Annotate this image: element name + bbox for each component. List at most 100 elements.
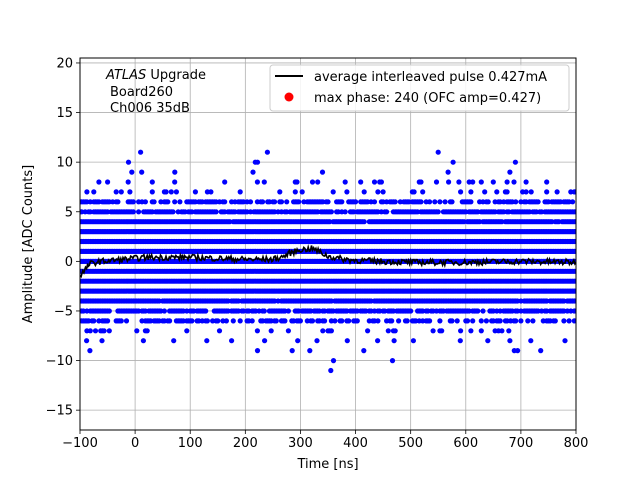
sample-point xyxy=(361,219,367,225)
sample-point-outlier xyxy=(328,367,334,374)
sample-point xyxy=(168,189,174,195)
sample-point xyxy=(573,288,576,294)
sample-point xyxy=(87,328,93,334)
sample-point xyxy=(458,328,464,334)
y-tick-label: 0 xyxy=(65,255,73,270)
sample-point xyxy=(273,318,279,324)
sample-point xyxy=(277,189,283,195)
annotation-line-1: ATLAS Upgrade xyxy=(105,68,206,83)
sample-point xyxy=(261,179,267,185)
y-tick-label: −10 xyxy=(46,354,73,369)
sample-point xyxy=(468,199,474,205)
sample-point-outlier xyxy=(139,169,145,175)
sample-point xyxy=(483,318,489,324)
sample-point xyxy=(504,179,510,185)
sample-point xyxy=(142,199,148,205)
sample-point xyxy=(106,328,112,334)
sample-point xyxy=(261,308,267,314)
sample-point xyxy=(249,318,255,324)
sample-point xyxy=(497,318,503,324)
sample-point-outlier xyxy=(457,338,463,344)
sample-point xyxy=(96,179,102,185)
sample-point xyxy=(325,199,331,205)
sample-point-outlier xyxy=(138,149,144,155)
sample-point-outlier xyxy=(99,338,105,344)
sample-point xyxy=(223,318,229,324)
sample-point xyxy=(433,179,440,185)
sample-point-outlier xyxy=(562,338,568,344)
sample-point-outlier xyxy=(512,159,519,165)
y-tick-label: 5 xyxy=(65,205,73,220)
sample-point xyxy=(523,189,529,195)
sample-point xyxy=(123,318,130,324)
sample-point xyxy=(378,179,384,185)
sample-point-outlier xyxy=(229,338,235,344)
sample-point xyxy=(215,318,221,324)
sample-point-outlier xyxy=(391,338,397,344)
sample-point xyxy=(511,179,517,185)
sample-point xyxy=(475,308,481,314)
sample-point-outlier xyxy=(262,338,268,344)
sample-point xyxy=(294,179,300,185)
sample-point xyxy=(506,328,512,334)
sample-point xyxy=(165,199,171,205)
sample-point xyxy=(478,328,484,334)
sample-point-outlier xyxy=(254,348,261,354)
sample-point-outlier xyxy=(450,159,456,165)
sample-point xyxy=(339,318,345,324)
sample-point xyxy=(149,189,155,195)
y-tick-label: 10 xyxy=(56,156,73,171)
legend-dot-swatch xyxy=(284,92,294,102)
sample-point xyxy=(392,199,398,205)
sample-point xyxy=(392,328,398,334)
sample-point xyxy=(570,199,576,205)
sample-point xyxy=(84,189,90,195)
y-axis-label: Amplitude [ADC Counts] xyxy=(21,165,36,323)
sample-point xyxy=(118,318,124,324)
sample-point xyxy=(127,189,133,195)
sample-point-outlier xyxy=(171,338,177,344)
sample-point xyxy=(222,199,228,205)
sample-point xyxy=(573,238,576,245)
sample-point xyxy=(315,179,321,185)
axis-ticks: −100 0 100 200 300 400 500 600 700 800 −15 −10 −5 0 5 1… xyxy=(46,56,589,451)
sample-point xyxy=(125,179,131,185)
sample-point xyxy=(167,318,173,324)
sample-point xyxy=(544,179,550,185)
sample-point xyxy=(136,209,142,215)
sample-point xyxy=(151,199,157,205)
sample-point xyxy=(285,328,291,334)
sample-point-outlier xyxy=(507,169,513,175)
sample-point xyxy=(91,318,97,324)
y-tick-label: 20 xyxy=(56,56,73,71)
sample-point xyxy=(173,189,179,195)
sample-point xyxy=(282,318,288,324)
sample-point xyxy=(427,199,433,205)
sample-point xyxy=(427,318,433,324)
sample-point xyxy=(115,199,121,205)
sample-point xyxy=(435,209,441,215)
sample-point xyxy=(389,318,395,324)
annotation-line-2: Board260 xyxy=(110,85,173,100)
sample-point-outlier xyxy=(314,338,320,344)
sample-point xyxy=(208,189,214,195)
sample-point xyxy=(189,318,195,324)
sample-point xyxy=(170,209,176,215)
sample-point xyxy=(144,328,150,334)
sample-point xyxy=(213,209,219,215)
sample-point xyxy=(385,328,391,334)
sample-point xyxy=(535,199,541,205)
sample-point-outlier xyxy=(129,169,135,175)
sample-point xyxy=(446,179,452,185)
sample-point xyxy=(105,179,111,185)
sample-point xyxy=(285,308,291,314)
sample-point xyxy=(420,189,426,195)
sample-point xyxy=(504,189,510,195)
sample-point-outlier xyxy=(410,338,416,344)
sample-point xyxy=(247,199,254,205)
sample-point xyxy=(449,199,455,205)
x-tick-label: 700 xyxy=(508,436,533,451)
sample-point xyxy=(106,308,112,314)
sample-point xyxy=(437,318,443,324)
